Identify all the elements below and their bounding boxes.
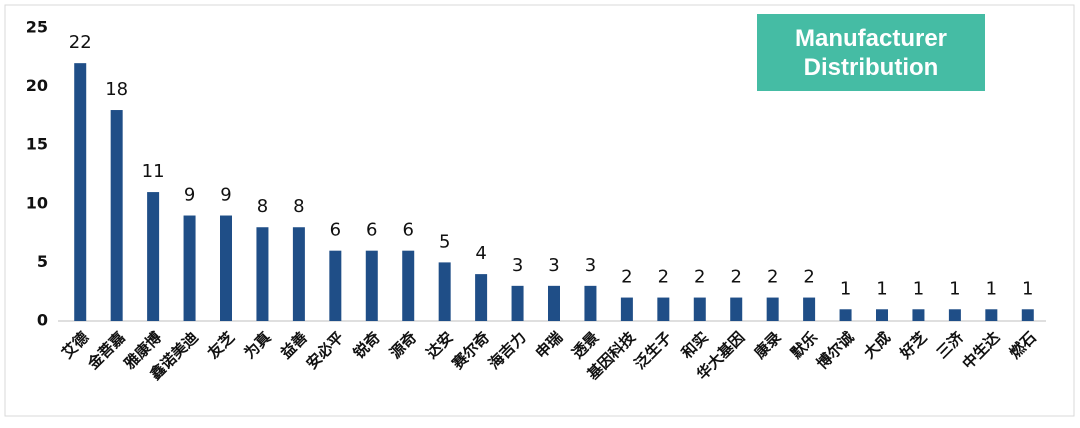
- bar: [876, 309, 888, 321]
- chart-title: Manufacturer Distribution: [757, 14, 985, 91]
- bar: [693, 297, 706, 321]
- bar: [365, 250, 378, 321]
- bar: [548, 285, 560, 321]
- bar: [183, 215, 196, 321]
- value-label: 4: [475, 243, 486, 264]
- bar: [985, 309, 998, 321]
- x-tick-label: 大成: [860, 328, 894, 362]
- bar: [912, 309, 925, 321]
- bar: [657, 297, 670, 321]
- x-tick-label: 友芝: [204, 328, 238, 362]
- value-label: 1: [949, 278, 960, 299]
- bar: [74, 63, 87, 321]
- value-label: 6: [402, 220, 413, 241]
- value-label: 9: [184, 185, 195, 206]
- value-label: 3: [585, 255, 596, 276]
- value-label: 22: [69, 32, 92, 53]
- value-label: 3: [548, 255, 559, 276]
- value-label: 1: [876, 278, 887, 299]
- x-tick-label: 好芝: [896, 328, 931, 363]
- bar: [730, 297, 743, 321]
- y-tick-label: 5: [37, 252, 48, 271]
- value-label: 1: [986, 278, 997, 299]
- y-tick-label: 0: [37, 311, 48, 330]
- bar: [620, 297, 633, 321]
- y-tick-label: 15: [26, 135, 48, 154]
- x-tick-label: 海吉力: [485, 328, 530, 373]
- x-tick-label: 锐奇: [350, 328, 384, 362]
- value-label: 2: [803, 267, 814, 288]
- x-tick-label: 中生达: [959, 328, 1004, 373]
- value-label: 6: [330, 220, 341, 241]
- x-tick-label: 源奇: [386, 328, 420, 362]
- x-tick-label: 博尔诚: [813, 328, 858, 373]
- value-label: 2: [767, 267, 778, 288]
- value-label: 2: [730, 267, 741, 288]
- value-label: 3: [512, 255, 523, 276]
- value-label: 2: [621, 267, 632, 288]
- bar: [511, 285, 524, 321]
- bar: [438, 262, 451, 321]
- bar: [948, 309, 961, 321]
- bar: [766, 297, 779, 321]
- bar: [402, 250, 415, 321]
- value-label: 1: [840, 278, 851, 299]
- value-label: 11: [142, 161, 165, 182]
- bar: [292, 227, 305, 321]
- value-label: 8: [257, 196, 268, 217]
- frame: [4, 4, 1075, 417]
- bar: [1021, 309, 1034, 321]
- value-label: 2: [658, 267, 669, 288]
- bar: [220, 215, 232, 321]
- x-tick-label: 金菩嘉: [83, 328, 128, 373]
- x-tick-label: 康录: [751, 328, 785, 362]
- value-label: 5: [439, 231, 450, 252]
- bar: [584, 285, 597, 321]
- bar: [256, 227, 269, 321]
- value-label: 1: [913, 278, 924, 299]
- bar: [329, 250, 342, 321]
- bar: [110, 110, 123, 321]
- x-tick-label: 为真: [241, 328, 275, 362]
- x-tick-label: 赛尔奇: [448, 328, 493, 373]
- value-label: 6: [366, 220, 377, 241]
- x-tick-label: 燃石: [1006, 328, 1040, 362]
- bar: [147, 192, 160, 321]
- y-tick-label: 25: [26, 18, 48, 37]
- x-tick-label: 申瑞: [532, 328, 566, 362]
- bar: [475, 274, 488, 321]
- value-label: 1: [1022, 278, 1033, 299]
- value-label: 8: [293, 196, 304, 217]
- value-label: 18: [105, 79, 128, 100]
- x-tick-label: 安必平: [303, 328, 348, 373]
- y-tick-label: 20: [26, 76, 48, 95]
- bar: [839, 309, 852, 321]
- value-label: 9: [220, 185, 231, 206]
- value-label: 2: [694, 267, 705, 288]
- bar: [803, 297, 816, 321]
- y-tick-label: 10: [26, 193, 48, 212]
- x-tick-label: 泛生子: [631, 328, 676, 373]
